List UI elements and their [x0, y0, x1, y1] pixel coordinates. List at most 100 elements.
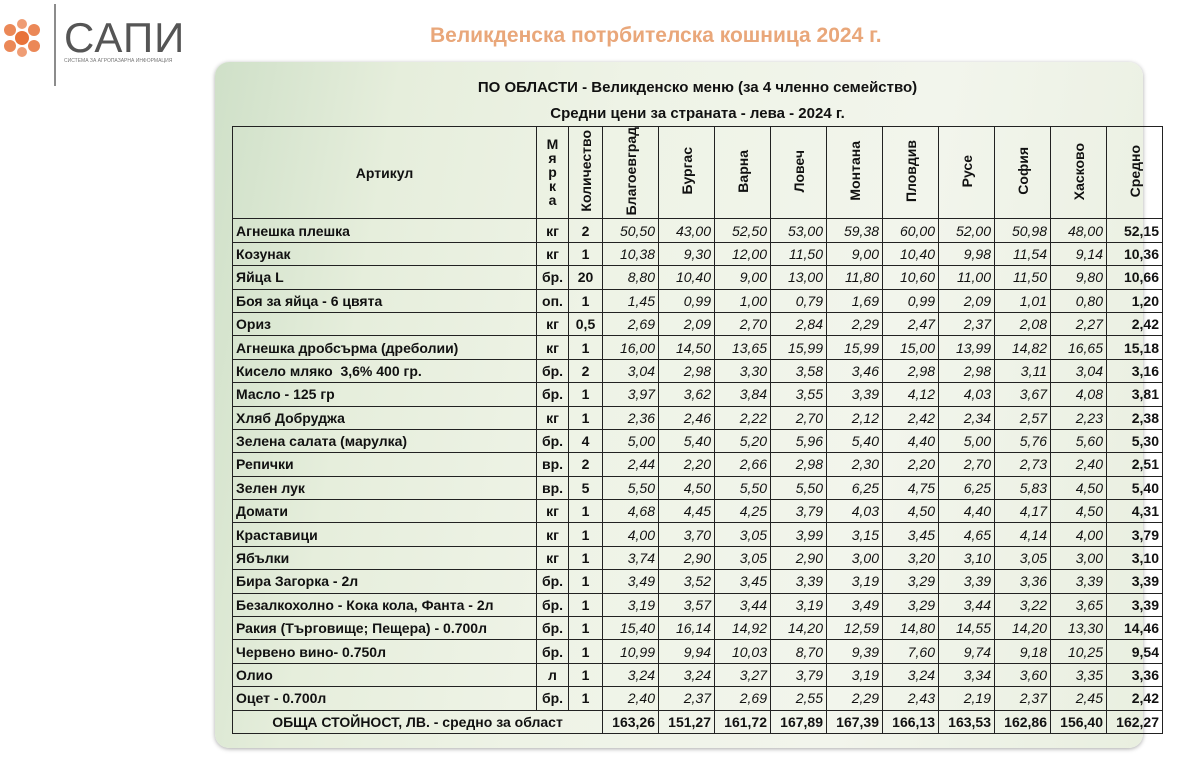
table-cell: 2,34 [938, 405, 995, 430]
table-cell: 16,00 [602, 335, 659, 360]
total-cell: 161,72 [714, 709, 771, 734]
table-cell: 6,25 [938, 475, 995, 501]
table-cell: 3,99 [770, 522, 827, 547]
table-cell: 3,62 [658, 382, 715, 407]
table-cell: 2,98 [882, 358, 939, 384]
table-cell: 2,22 [714, 405, 771, 430]
table-cell: 12,59 [826, 616, 883, 641]
table-cell: 5,50 [714, 475, 771, 501]
table-row: Оцет - 0.700л бр. 1 2,40 2,37 2,69 2,55 2,29 2,4… [232, 686, 1163, 711]
table-cell: 15,18 [1106, 335, 1163, 360]
table-cell: 2,90 [770, 545, 827, 571]
table-cell: 15,00 [882, 335, 939, 360]
table-row: Ябълки кг 1 3,74 2,90 3,05 2,90 3,00 3,20 3,10 3,0… [232, 545, 1163, 571]
table-cell: 5,40 [1106, 475, 1163, 501]
table-cell: 52,00 [938, 218, 995, 243]
table-row: Боя за яйца - 6 цвята оп. 1 1,45 0,99 1,00 0,7… [232, 288, 1163, 313]
table-cell: 3,19 [770, 592, 827, 618]
table-cell: 20 [568, 265, 603, 290]
table-cell: 3,27 [714, 662, 771, 688]
table-cell: 1,45 [602, 288, 659, 313]
table-cell: 3,05 [714, 522, 771, 547]
table-cell: 2,40 [1050, 452, 1107, 477]
table-cell: 2,30 [826, 452, 883, 477]
table-cell: 3,46 [826, 358, 883, 384]
column-header: Хасково [1070, 142, 1087, 200]
table-cell: 3,16 [1106, 358, 1163, 384]
table-cell: 2,51 [1106, 452, 1163, 477]
total-cell: 167,89 [770, 709, 827, 734]
table-cell: 2,37 [658, 686, 715, 711]
column-header: Благоевград [622, 127, 639, 216]
table-cell: 48,00 [1050, 218, 1107, 243]
table-cell: бр. [536, 686, 569, 711]
table-cell: 11,80 [826, 265, 883, 290]
table-cell: 9,18 [994, 639, 1051, 664]
table-cell: 3,67 [994, 382, 1051, 407]
table-cell: 3,44 [938, 592, 995, 618]
table-cell: 2,98 [770, 452, 827, 477]
table-cell: Масло - 125 гр [232, 382, 537, 407]
table-cell: бр. [536, 592, 569, 618]
table-cell: 3,04 [1050, 358, 1107, 384]
table-cell: 4,00 [1050, 522, 1107, 547]
table-cell: 14,50 [658, 335, 715, 360]
table-cell: 5,83 [994, 475, 1051, 501]
table-cell: Боя за яйца - 6 цвята [232, 288, 537, 313]
table-cell: 3,39 [1050, 569, 1107, 594]
table-cell: бр. [536, 616, 569, 641]
table-cell: 10,40 [658, 265, 715, 290]
column-header: Русе [958, 155, 975, 188]
table-cell: 3,74 [602, 545, 659, 571]
table-cell: 2,44 [602, 452, 659, 477]
table-cell: 2,46 [658, 405, 715, 430]
table-cell: 14,92 [714, 616, 771, 641]
table-cell: 2,42 [882, 405, 939, 430]
table-cell: 1 [568, 662, 603, 688]
table-cell: 2,70 [714, 311, 771, 337]
table-cell: 5,50 [602, 475, 659, 501]
table-cell: 3,36 [1106, 662, 1163, 688]
total-row: ОБЩА СТОЙНОСТ, ЛВ. - средно за област 163… [232, 709, 1163, 734]
table-cell: бр. [536, 265, 569, 290]
table-cell: 7,60 [882, 639, 939, 664]
table-cell: 3,39 [1106, 569, 1163, 594]
table-row: Ракия (Търговище; Пещера) - 0.700л бр. 1 15… [232, 616, 1163, 641]
table-cell: 5,40 [658, 428, 715, 454]
table-cell: 13,00 [770, 265, 827, 290]
column-header-cell: Мярка [536, 125, 569, 220]
table-row: Олио л 1 3,24 3,24 3,27 3,79 3,19 3,24 3,34 3,60 3,… [232, 662, 1163, 688]
table-cell: 53,00 [770, 218, 827, 243]
table-cell: 1 [568, 592, 603, 618]
table-cell: 1,01 [994, 288, 1051, 313]
table-cell: оп. [536, 288, 569, 313]
total-cell: 151,27 [658, 709, 715, 734]
table-row: Зелена салата (марулка) бр. 4 5,00 5,40 5,20 5… [232, 428, 1163, 454]
table-cell: 1,20 [1106, 288, 1163, 313]
table-cell: кг [536, 241, 569, 267]
table-cell: бр. [536, 639, 569, 664]
table-cell: Зелен лук [232, 475, 537, 501]
table-cell: 16,14 [658, 616, 715, 641]
header-row: Артикул Мярка Количество Благоевград Бургас В… [232, 125, 1163, 220]
table-cell: 4,50 [1050, 475, 1107, 501]
table-cell: 1 [568, 522, 603, 547]
table-cell: Агнешка плешка [232, 218, 537, 243]
table-cell: 3,60 [994, 662, 1051, 688]
table-cell: 2,55 [770, 686, 827, 711]
column-header-cell: Количество [568, 125, 603, 220]
table-cell: 5,20 [714, 428, 771, 454]
table-cell: 9,94 [658, 639, 715, 664]
table-cell: 10,40 [882, 241, 939, 267]
table-cell: кг [536, 405, 569, 430]
table-cell: 3,29 [882, 569, 939, 594]
table-cell: 10,36 [1106, 241, 1163, 267]
table-cell: 1,00 [714, 288, 771, 313]
table-cell: 2,69 [602, 311, 659, 337]
table-cell: Ябълки [232, 545, 537, 571]
table-cell: 15,40 [602, 616, 659, 641]
table-cell: 2,45 [1050, 686, 1107, 711]
table-cell: 10,38 [602, 241, 659, 267]
table-row: Домати кг 1 4,68 4,45 4,25 3,79 4,03 4,50 4,40 4,1… [232, 499, 1163, 524]
table-cell: 2,27 [1050, 311, 1107, 337]
